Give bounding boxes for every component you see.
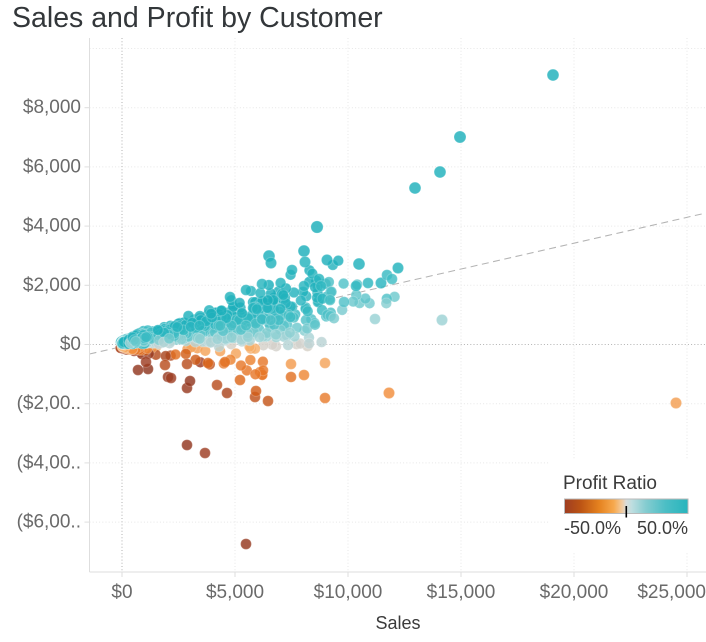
svg-text:$6,000: $6,000 bbox=[23, 156, 81, 177]
svg-text:$15,000: $15,000 bbox=[427, 582, 496, 603]
svg-text:$5,000: $5,000 bbox=[206, 582, 264, 603]
svg-text:$8,000: $8,000 bbox=[23, 97, 81, 118]
svg-text:$20,000: $20,000 bbox=[540, 582, 609, 603]
svg-text:-50.0%: -50.0% bbox=[564, 518, 621, 538]
svg-text:50.0%: 50.0% bbox=[637, 518, 688, 538]
svg-text:$10,000: $10,000 bbox=[314, 582, 383, 603]
svg-text:$0: $0 bbox=[111, 582, 132, 603]
svg-text:$0: $0 bbox=[60, 334, 81, 355]
svg-text:Sales: Sales bbox=[375, 613, 420, 633]
svg-text:($4,00..: ($4,00.. bbox=[17, 452, 81, 473]
svg-text:Profit Ratio: Profit Ratio bbox=[563, 473, 657, 494]
svg-text:$25,000: $25,000 bbox=[637, 582, 706, 603]
svg-text:$4,000: $4,000 bbox=[23, 216, 81, 237]
svg-text:($6,00..: ($6,00.. bbox=[17, 512, 81, 533]
svg-text:Sales and Profit by Customer: Sales and Profit by Customer bbox=[12, 2, 383, 34]
svg-text:$2,000: $2,000 bbox=[23, 275, 81, 296]
svg-text:($2,00..: ($2,00.. bbox=[17, 393, 81, 414]
